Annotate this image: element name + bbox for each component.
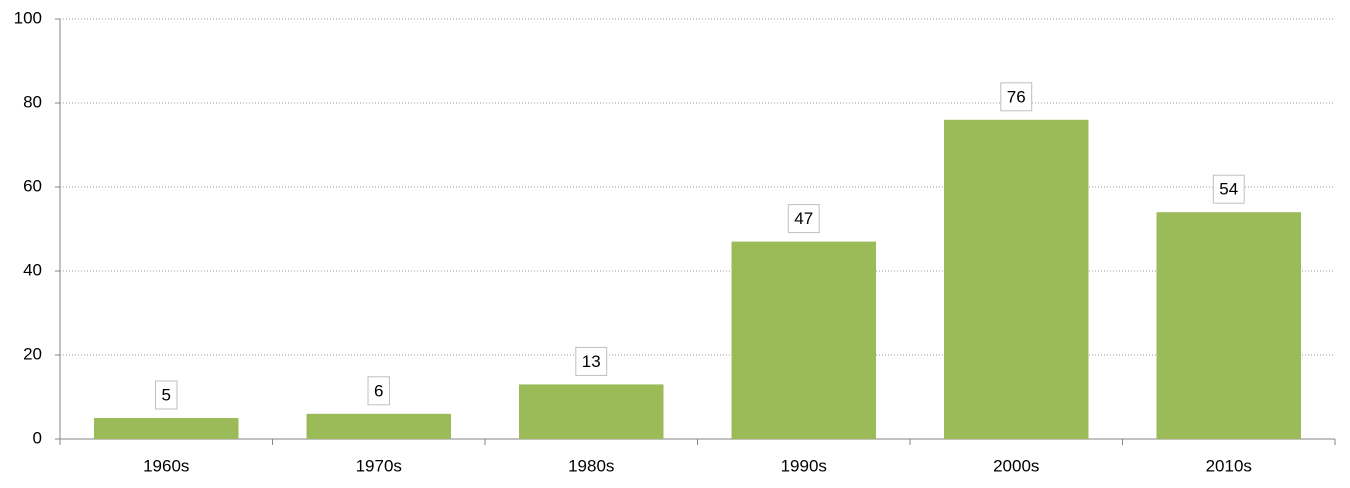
value-label: 6 <box>374 381 383 400</box>
value-label-box <box>787 204 820 234</box>
value-label-box <box>1000 82 1033 112</box>
y-tick-label: 100 <box>14 8 42 27</box>
x-tick-label: 1990s <box>781 456 827 475</box>
value-label: 54 <box>1219 180 1238 199</box>
y-tick-label: 0 <box>33 428 42 447</box>
bar <box>944 119 1089 440</box>
bar <box>1156 212 1301 439</box>
value-label: 47 <box>794 209 813 228</box>
y-tick-label: 60 <box>23 176 42 195</box>
y-tick-label: 40 <box>23 260 42 279</box>
value-label: 13 <box>582 352 601 371</box>
y-tick-label: 80 <box>23 92 42 111</box>
bar <box>94 418 239 439</box>
value-label: 76 <box>1007 87 1026 106</box>
value-label-box <box>367 376 390 406</box>
value-label-box <box>1212 174 1245 204</box>
x-tick-label: 2000s <box>993 456 1039 475</box>
y-tick-label: 20 <box>23 344 42 363</box>
x-tick-label: 1980s <box>568 456 614 475</box>
x-tick-label: 1960s <box>143 456 189 475</box>
x-tick-label: 2010s <box>1206 456 1252 475</box>
x-tick-label: 1970s <box>356 456 402 475</box>
value-label-box <box>155 380 178 410</box>
bar <box>731 241 876 439</box>
value-label-box <box>575 346 608 376</box>
bar <box>519 384 664 439</box>
bar <box>306 413 451 439</box>
value-label: 5 <box>162 385 171 404</box>
